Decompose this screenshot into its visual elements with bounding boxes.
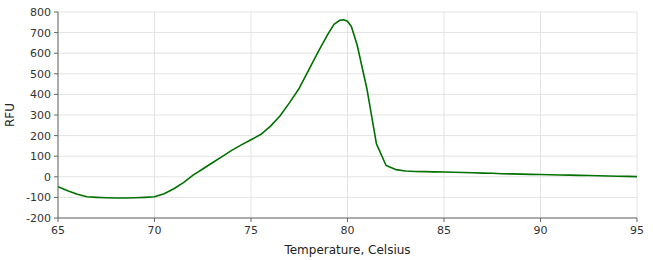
chart: 65 70 75 80 85 90 95 -200 -100 0 100 200 300 400 500 60… [0,0,653,260]
y-tick [54,176,58,177]
x-tick [347,218,348,222]
y-tick-label: 800 [30,6,51,19]
y-grid-line [58,176,637,177]
y-grid-line [58,156,637,157]
y-tick [54,156,58,157]
y-grid-line [58,12,637,13]
y-tick [54,53,58,54]
y-tick [54,73,58,74]
y-tick-label: 500 [30,68,51,81]
y-grid-line [58,53,637,54]
melt-curve [58,20,637,198]
y-grid-line [58,115,637,116]
y-grid-line [58,135,637,136]
x-tick-label: 70 [148,224,162,237]
y-grid-line [58,73,637,74]
x-tick [444,218,445,222]
series [58,20,637,198]
y-tick-label: 700 [30,27,51,40]
y-tick-label: -100 [26,191,51,204]
y-grid-line [58,218,637,219]
x-tick-label: 90 [534,224,548,237]
y-tick [54,135,58,136]
x-tick-label: 85 [437,224,451,237]
y-tick-label: 0 [44,171,51,184]
x-tick [58,218,59,222]
x-tick-label: 65 [51,224,65,237]
y-tick-label: 300 [30,109,51,122]
y-tick [54,115,58,116]
x-tick [540,218,541,222]
y-tick-label: -200 [26,212,51,225]
plot-area [58,12,637,218]
y-tick [54,197,58,198]
y-tick [54,32,58,33]
y-grid-line [58,32,637,33]
x-tick-label: 80 [341,224,355,237]
x-tick-label: 75 [244,224,258,237]
x-tick-label: 95 [630,224,644,237]
y-tick [54,218,58,219]
x-tick [154,218,155,222]
y-axis-label: RFU [3,103,17,127]
y-grid-line [58,94,637,95]
axes: 65 70 75 80 85 90 95 -200 -100 0 100 200 300 400 500 60… [26,6,644,237]
x-tick [637,218,638,222]
x-axis-label: Temperature, Celsius [283,243,410,257]
y-tick [54,94,58,95]
y-tick-label: 100 [30,150,51,163]
y-tick-label: 200 [30,130,51,143]
y-tick-label: 400 [30,88,51,101]
x-tick [251,218,252,222]
y-tick [54,12,58,13]
x-axis-line [58,218,637,219]
y-tick-label: 600 [30,47,51,60]
grid [58,12,637,218]
